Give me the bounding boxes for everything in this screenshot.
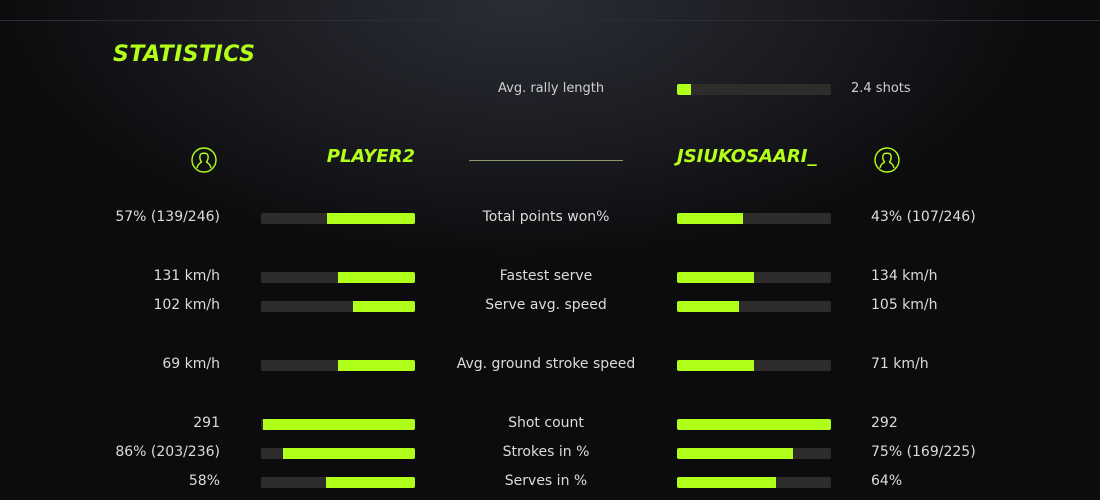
stat-left-bar bbox=[261, 419, 415, 430]
rally-value: 2.4 shots bbox=[851, 81, 911, 96]
stat-label: Fastest serve bbox=[499, 268, 593, 284]
page-title: STATISTICS bbox=[113, 42, 256, 67]
stat-right-bar bbox=[677, 360, 831, 371]
stat-right-value: 75% (169/225) bbox=[871, 444, 976, 460]
stat-left-bar-fill bbox=[353, 301, 415, 312]
stat-left-value: 131 km/h bbox=[153, 268, 220, 284]
stat-left-bar-fill bbox=[325, 477, 415, 488]
stat-right-bar-fill bbox=[677, 477, 776, 488]
stat-left-bar bbox=[261, 272, 415, 283]
stat-right-bar bbox=[677, 448, 831, 459]
stat-left-bar-fill bbox=[338, 272, 415, 283]
stat-left-bar bbox=[261, 360, 415, 371]
stat-right-bar bbox=[677, 301, 831, 312]
stat-left-bar-fill bbox=[338, 360, 415, 371]
stat-right-value: 134 km/h bbox=[871, 268, 938, 284]
stat-left-value: 86% (203/236) bbox=[115, 444, 220, 460]
stat-left-value: 58% bbox=[188, 473, 220, 489]
stat-right-bar bbox=[677, 213, 831, 224]
stat-right-value: 43% (107/246) bbox=[871, 209, 976, 225]
stat-right-bar bbox=[677, 477, 831, 488]
stat-left-bar-fill bbox=[262, 419, 415, 430]
rally-bar-fill bbox=[677, 84, 691, 95]
stat-label: Serves in % bbox=[504, 473, 588, 489]
stat-right-bar-fill bbox=[677, 360, 754, 371]
stat-left-value: 69 km/h bbox=[162, 356, 220, 372]
stat-label: Avg. ground stroke speed bbox=[456, 356, 636, 372]
stat-right-bar-fill bbox=[677, 419, 831, 430]
stat-right-bar-fill bbox=[677, 272, 754, 283]
stat-label: Shot count bbox=[508, 415, 584, 431]
stat-left-value: 291 bbox=[193, 415, 220, 431]
stat-right-value: 105 km/h bbox=[871, 297, 938, 313]
stat-left-bar bbox=[261, 301, 415, 312]
stat-right-bar-fill bbox=[677, 301, 739, 312]
stat-left-bar bbox=[261, 477, 415, 488]
stat-label: Serve avg. speed bbox=[485, 297, 607, 313]
stat-label: Total points won% bbox=[482, 209, 610, 225]
rally-label: Avg. rally length bbox=[498, 81, 605, 96]
stat-left-value: 57% (139/246) bbox=[115, 209, 220, 225]
stat-left-bar bbox=[261, 448, 415, 459]
stat-left-bar-fill bbox=[327, 213, 415, 224]
user-circle-icon bbox=[191, 147, 217, 173]
player-right-name: JSIUKOSAARI_ bbox=[677, 146, 817, 167]
stat-right-bar bbox=[677, 419, 831, 430]
stat-right-bar-fill bbox=[677, 448, 793, 459]
player-left-name: PLAYER2 bbox=[326, 146, 415, 167]
stat-right-bar bbox=[677, 272, 831, 283]
rally-bar bbox=[677, 84, 831, 95]
stat-left-bar-fill bbox=[282, 448, 415, 459]
stat-left-bar bbox=[261, 213, 415, 224]
top-divider bbox=[0, 20, 1100, 21]
stat-right-value: 64% bbox=[871, 473, 903, 489]
stat-label: Strokes in % bbox=[502, 444, 590, 460]
user-circle-icon bbox=[874, 147, 900, 173]
header-divider bbox=[469, 160, 623, 161]
stat-right-value: 71 km/h bbox=[871, 356, 929, 372]
stat-right-bar-fill bbox=[677, 213, 744, 224]
stat-right-value: 292 bbox=[871, 415, 898, 431]
stat-left-value: 102 km/h bbox=[153, 297, 220, 313]
